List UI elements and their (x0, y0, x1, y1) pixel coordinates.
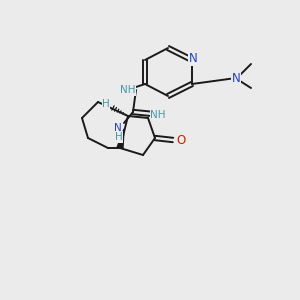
Text: NH: NH (120, 85, 136, 95)
Text: N: N (232, 71, 240, 85)
Text: NH: NH (150, 110, 166, 120)
Polygon shape (117, 129, 124, 148)
Text: O: O (176, 134, 186, 146)
Text: N: N (114, 123, 122, 133)
Text: N: N (189, 52, 197, 65)
Text: H: H (115, 132, 123, 142)
Text: O: O (156, 107, 166, 121)
Text: H: H (102, 99, 110, 109)
